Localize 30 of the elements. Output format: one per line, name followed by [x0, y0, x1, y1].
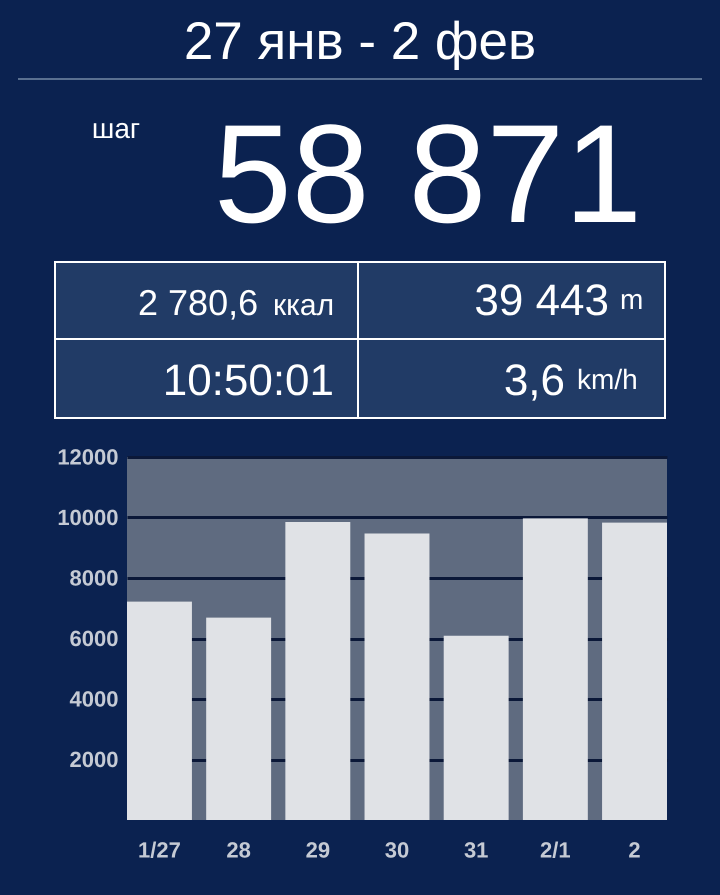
bar [127, 602, 192, 820]
x-tick-label: 29 [306, 838, 330, 862]
bar [444, 636, 509, 820]
text: 27 янв - 2 фев [184, 12, 536, 71]
y-tick-label: 12000 [57, 444, 118, 470]
text: 2 780,6 [138, 282, 258, 323]
y-tick-label: 10000 [57, 505, 118, 530]
y-tick-label: 2000 [70, 747, 118, 772]
text: 3,6 [504, 356, 565, 405]
x-tick-label: 28 [226, 838, 251, 862]
bar [285, 522, 350, 820]
y-tick-label: 4000 [70, 686, 118, 712]
x-tick-label: 30 [384, 838, 410, 862]
bar [602, 522, 667, 820]
text: 10:50:01 [162, 356, 334, 405]
text: ккал [273, 289, 334, 322]
y-tick-label: 6000 [70, 626, 118, 651]
text: km/h [577, 364, 638, 395]
text: шаг [92, 113, 140, 144]
y-tick-label: 8000 [70, 566, 118, 590]
x-tick-label: 2/1 [540, 838, 571, 862]
bar [522, 518, 588, 820]
x-tick-label: 1/27 [138, 838, 181, 862]
text: m [620, 284, 644, 315]
bar [364, 534, 430, 820]
text: 39 443 [474, 276, 609, 325]
x-tick-label: 2 [628, 838, 641, 862]
text: 58 871 [214, 95, 642, 252]
bar [206, 618, 272, 820]
x-tick-label: 31 [464, 838, 488, 862]
